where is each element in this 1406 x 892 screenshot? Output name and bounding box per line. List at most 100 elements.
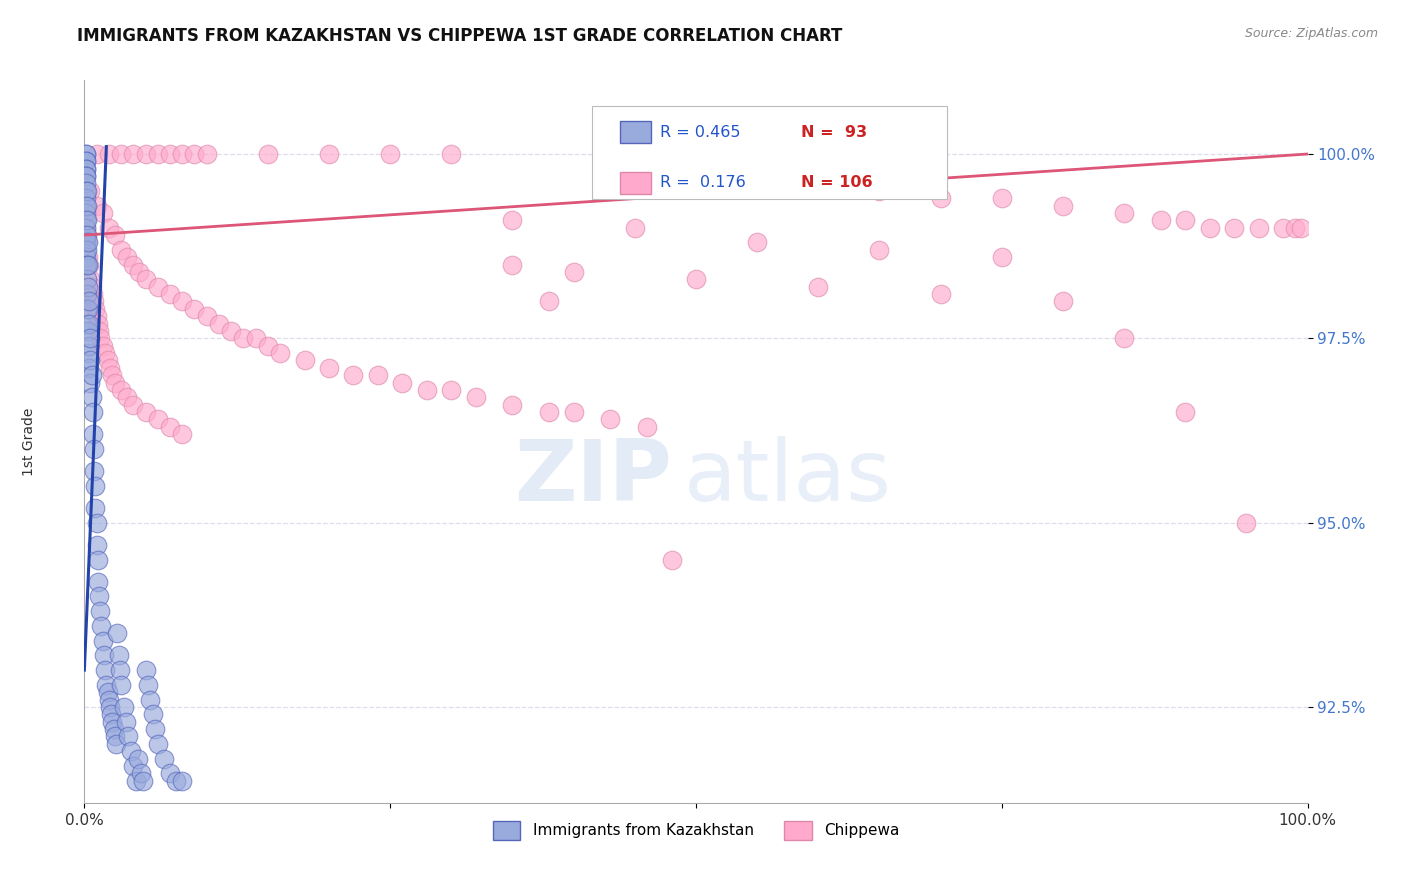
Point <box>75 154 97 169</box>
Point <box>1236 516 1258 530</box>
Point <box>75 228 97 243</box>
Point <box>75 147 97 161</box>
Point <box>77 235 100 250</box>
Point <box>93 648 115 663</box>
Point <box>75 206 97 220</box>
Point <box>77 346 100 360</box>
Point <box>75 199 97 213</box>
Point <box>80 390 103 404</box>
Point <box>195 309 218 323</box>
Point <box>77 250 100 264</box>
Point <box>112 700 135 714</box>
Point <box>1291 220 1313 235</box>
Point <box>318 147 340 161</box>
Point <box>135 272 157 286</box>
Point <box>101 368 124 383</box>
Point <box>76 235 98 250</box>
Point <box>75 235 97 250</box>
Y-axis label: 1st Grade: 1st Grade <box>21 408 35 475</box>
Point <box>135 147 157 161</box>
Point <box>77 279 100 293</box>
Point <box>87 574 110 589</box>
Point <box>232 331 254 345</box>
Point <box>82 287 104 301</box>
Point <box>110 243 132 257</box>
Point <box>75 169 97 183</box>
Point <box>108 663 131 677</box>
Point <box>90 619 112 633</box>
Point <box>101 714 124 729</box>
Point <box>122 759 145 773</box>
Point <box>86 516 108 530</box>
Point <box>76 243 98 257</box>
Point <box>139 692 162 706</box>
Point <box>1150 213 1173 227</box>
Point <box>1114 206 1136 220</box>
Point <box>135 405 157 419</box>
Point <box>342 368 364 383</box>
Point <box>146 147 169 161</box>
Point <box>172 427 194 442</box>
Point <box>416 383 439 397</box>
Point <box>107 648 129 663</box>
Point <box>75 191 97 205</box>
Point <box>1114 331 1136 345</box>
Point <box>77 317 100 331</box>
Point <box>219 324 242 338</box>
Point <box>172 147 194 161</box>
Point <box>97 692 120 706</box>
Point <box>685 161 707 176</box>
Point <box>685 272 707 286</box>
Point <box>104 228 127 243</box>
Point <box>269 346 291 360</box>
Point <box>110 147 132 161</box>
Point <box>97 685 120 699</box>
Point <box>100 707 122 722</box>
Point <box>104 730 127 744</box>
Point <box>869 184 891 198</box>
Point <box>257 339 280 353</box>
Point <box>159 419 181 434</box>
Point <box>172 773 194 788</box>
Point <box>86 538 108 552</box>
Point <box>440 383 463 397</box>
Point <box>103 722 125 736</box>
Point <box>104 376 127 390</box>
Point <box>83 442 105 456</box>
Point <box>91 206 114 220</box>
Text: R = 0.465: R = 0.465 <box>661 125 741 140</box>
Point <box>153 751 176 765</box>
Point <box>1174 213 1197 227</box>
Point <box>165 773 187 788</box>
Point <box>75 161 97 176</box>
Point <box>75 147 97 161</box>
Point <box>77 324 100 338</box>
Point <box>75 161 97 176</box>
Point <box>257 147 280 161</box>
Point <box>129 766 152 780</box>
Point <box>122 258 145 272</box>
Text: IMMIGRANTS FROM KAZAKHSTAN VS CHIPPEWA 1ST GRADE CORRELATION CHART: IMMIGRANTS FROM KAZAKHSTAN VS CHIPPEWA 1… <box>77 27 842 45</box>
Point <box>86 199 108 213</box>
Point <box>1174 405 1197 419</box>
Point <box>110 678 132 692</box>
Point <box>98 360 121 375</box>
Point <box>83 294 105 309</box>
Text: N =  93: N = 93 <box>801 125 868 140</box>
Point <box>159 287 181 301</box>
Point <box>142 707 165 722</box>
Point <box>105 626 128 640</box>
Point <box>77 360 100 375</box>
Point <box>75 213 97 227</box>
Point <box>146 279 169 293</box>
Point <box>538 294 561 309</box>
Point <box>183 147 205 161</box>
Point <box>76 301 98 316</box>
Point <box>661 552 683 566</box>
Text: ZIP: ZIP <box>513 436 672 519</box>
Point <box>562 265 585 279</box>
Point <box>869 243 891 257</box>
Point <box>80 368 103 383</box>
Point <box>1284 220 1306 235</box>
Point <box>76 228 98 243</box>
